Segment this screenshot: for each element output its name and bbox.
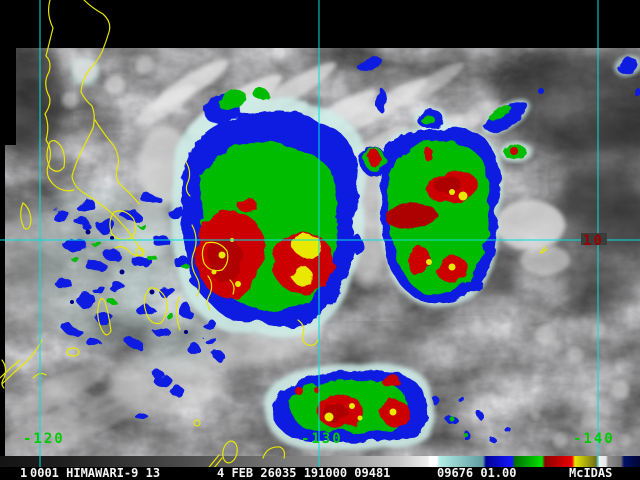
- lon-label-130: -130: [301, 431, 343, 447]
- satellite-image[interactable]: 10 -120 -130 -140: [0, 0, 640, 470]
- lon-label-140: -140: [573, 431, 615, 447]
- grid-labels: 10 -120 -130 -140: [23, 233, 615, 447]
- lat-label-halo: [581, 233, 607, 245]
- frame-number: 1: [20, 466, 28, 480]
- colorbar: [0, 456, 640, 467]
- mcidas-brand: McIDAS: [569, 466, 613, 480]
- dataset-id: 0001 HIMAWARI-9 13: [30, 466, 161, 480]
- lon-label-120: -120: [23, 431, 65, 447]
- status-bar: 1 0001 HIMAWARI-9 13 4 FEB 26035 191000 …: [0, 467, 640, 480]
- lat-label: 10: [583, 233, 604, 249]
- coastline-philippines: [0, 0, 548, 470]
- image-coords: 09676 01.00: [437, 466, 517, 480]
- image-datetime: 4 FEB 26035 191000 09481: [217, 466, 391, 480]
- navy-dots: [70, 229, 188, 334]
